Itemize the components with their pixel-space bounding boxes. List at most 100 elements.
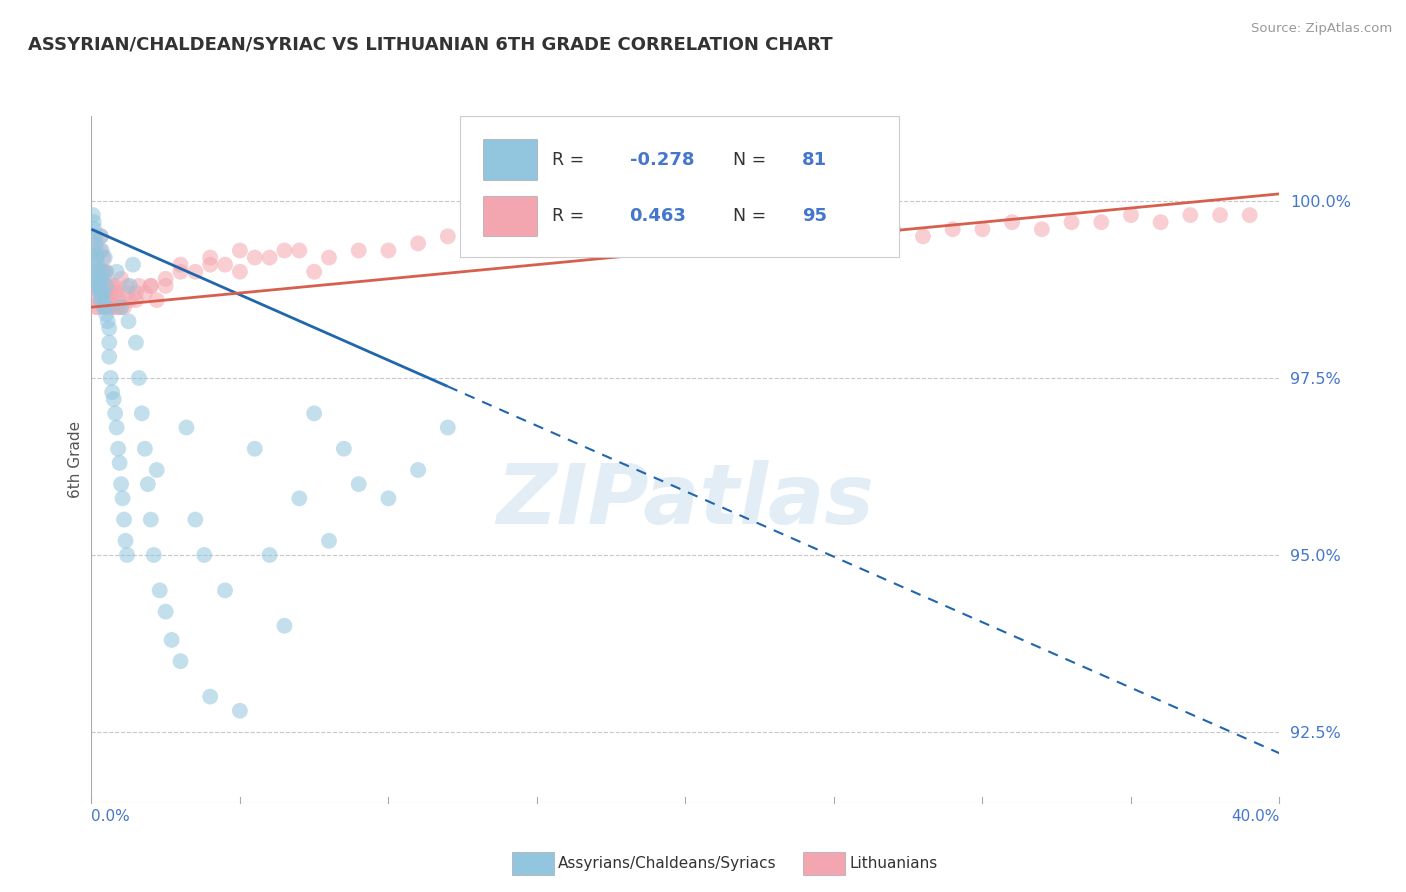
- Point: [200, 251, 222, 265]
- Point: [169, 258, 191, 272]
- Point: [84, 229, 107, 244]
- Point: [942, 222, 965, 236]
- Point: [98, 335, 121, 350]
- Point: [302, 265, 325, 279]
- Point: [91, 251, 114, 265]
- Point: [243, 251, 266, 265]
- Point: [89, 293, 111, 307]
- Point: [84, 244, 107, 258]
- Point: [1001, 215, 1024, 229]
- Point: [1060, 215, 1083, 229]
- Point: [176, 420, 198, 434]
- Point: [90, 265, 112, 279]
- Point: [87, 300, 110, 314]
- Point: [302, 406, 325, 420]
- Point: [97, 279, 120, 293]
- Text: ASSYRIAN/CHALDEAN/SYRIAC VS LITHUANIAN 6TH GRADE CORRELATION CHART: ASSYRIAN/CHALDEAN/SYRIAC VS LITHUANIAN 6…: [28, 36, 832, 54]
- Point: [333, 442, 356, 456]
- Point: [318, 251, 340, 265]
- Point: [105, 420, 128, 434]
- Text: Assyrians/Chaldeans/Syriacs: Assyrians/Chaldeans/Syriacs: [558, 856, 776, 871]
- Point: [496, 236, 519, 251]
- Text: N =: N =: [733, 151, 772, 169]
- Point: [84, 236, 107, 251]
- Point: [83, 272, 105, 286]
- Point: [200, 258, 222, 272]
- Point: [377, 244, 399, 258]
- Text: -0.278: -0.278: [630, 151, 695, 169]
- Bar: [484, 139, 537, 179]
- Point: [84, 251, 107, 265]
- Point: [91, 285, 114, 300]
- Point: [139, 279, 162, 293]
- Point: [436, 420, 458, 434]
- Text: 95: 95: [801, 207, 827, 225]
- Point: [125, 293, 148, 307]
- Point: [1119, 208, 1142, 222]
- Point: [128, 371, 150, 385]
- Point: [115, 548, 138, 562]
- Point: [288, 491, 311, 506]
- Point: [96, 285, 118, 300]
- Point: [112, 300, 135, 314]
- Point: [96, 307, 118, 321]
- Point: [91, 293, 114, 307]
- Point: [90, 279, 112, 293]
- Point: [169, 654, 191, 668]
- Point: [193, 548, 215, 562]
- Point: [155, 605, 177, 619]
- Point: [107, 442, 129, 456]
- Point: [128, 279, 150, 293]
- Point: [110, 272, 132, 286]
- Point: [98, 350, 121, 364]
- Point: [160, 632, 183, 647]
- Point: [83, 215, 105, 229]
- Point: [139, 279, 162, 293]
- Text: R =: R =: [553, 151, 591, 169]
- Point: [673, 229, 696, 244]
- Point: [89, 279, 111, 293]
- Point: [98, 300, 121, 314]
- Point: [91, 265, 114, 279]
- Point: [89, 285, 111, 300]
- Point: [103, 392, 125, 407]
- Point: [115, 279, 138, 293]
- Point: [82, 208, 104, 222]
- Point: [100, 371, 122, 385]
- Text: 0.0%: 0.0%: [91, 809, 131, 823]
- Point: [318, 533, 340, 548]
- Point: [644, 222, 666, 236]
- Point: [155, 272, 177, 286]
- Point: [108, 456, 131, 470]
- Point: [104, 285, 127, 300]
- Point: [555, 229, 578, 244]
- Point: [1090, 215, 1112, 229]
- Y-axis label: 6th Grade: 6th Grade: [67, 421, 83, 498]
- Point: [139, 512, 162, 526]
- Point: [96, 300, 118, 314]
- Point: [90, 279, 112, 293]
- Point: [110, 300, 132, 314]
- Point: [347, 477, 370, 491]
- Point: [243, 442, 266, 456]
- Point: [122, 258, 145, 272]
- Point: [882, 222, 904, 236]
- Text: 40.0%: 40.0%: [1232, 809, 1279, 823]
- Point: [90, 229, 112, 244]
- Point: [89, 285, 111, 300]
- Point: [823, 229, 845, 244]
- Point: [98, 293, 121, 307]
- Point: [118, 293, 141, 307]
- Point: [91, 272, 114, 286]
- Point: [704, 229, 727, 244]
- Point: [96, 293, 118, 307]
- Point: [1239, 208, 1261, 222]
- Point: [108, 293, 131, 307]
- Point: [91, 265, 114, 279]
- Point: [82, 229, 104, 244]
- Point: [214, 583, 236, 598]
- Point: [585, 229, 607, 244]
- Point: [100, 285, 122, 300]
- Point: [84, 251, 107, 265]
- Point: [1209, 208, 1232, 222]
